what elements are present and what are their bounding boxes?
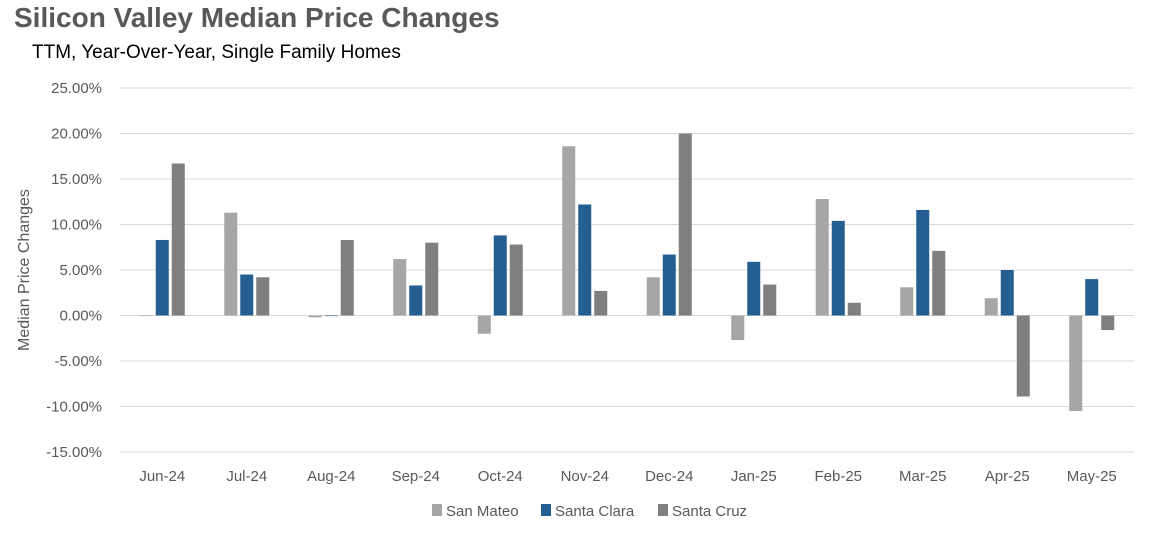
y-tick-label: 5.00% bbox=[59, 262, 102, 279]
x-tick-label: Nov-24 bbox=[561, 468, 609, 485]
bar-santa-clara bbox=[1000, 270, 1014, 316]
bar-santa-cruz bbox=[171, 163, 185, 316]
bar-san-mateo bbox=[308, 315, 322, 318]
bar-santa-cruz bbox=[594, 290, 608, 316]
bar-santa-cruz bbox=[847, 302, 861, 316]
bar-santa-cruz bbox=[425, 242, 439, 316]
y-tick-label: -15.00% bbox=[46, 444, 102, 461]
x-tick-label: Aug-24 bbox=[307, 468, 355, 485]
bar-san-mateo bbox=[477, 315, 491, 334]
legend-swatch bbox=[432, 504, 442, 516]
bar-san-mateo bbox=[393, 259, 407, 316]
legend: San Mateo Santa Clara Santa Cruz bbox=[432, 503, 747, 520]
bar-santa-cruz bbox=[763, 284, 777, 316]
legend-label: Santa Cruz bbox=[672, 503, 747, 520]
y-tick-label: 20.00% bbox=[51, 126, 102, 143]
bar-san-mateo bbox=[900, 287, 914, 316]
bar-santa-cruz bbox=[256, 277, 270, 316]
bar-san-mateo bbox=[224, 212, 238, 316]
bar-san-mateo bbox=[731, 315, 745, 341]
x-tick-label: Sep-24 bbox=[392, 468, 440, 485]
legend-swatch bbox=[658, 504, 668, 516]
bars-group bbox=[139, 133, 1115, 412]
legend-label: Santa Clara bbox=[555, 503, 635, 520]
bar-santa-cruz bbox=[1101, 315, 1115, 331]
bar-santa-clara bbox=[916, 209, 930, 316]
bar-san-mateo bbox=[984, 298, 998, 316]
x-tick-label: Mar-25 bbox=[899, 468, 947, 485]
bar-santa-cruz bbox=[932, 250, 946, 316]
bar-santa-clara bbox=[409, 285, 423, 316]
bar-santa-clara bbox=[240, 274, 254, 316]
bar-san-mateo bbox=[139, 315, 153, 317]
bar-santa-clara bbox=[155, 239, 169, 316]
y-axis-label: Median Price Changes bbox=[16, 189, 33, 351]
y-tick-label: 15.00% bbox=[51, 171, 102, 188]
y-tick-label: -10.00% bbox=[46, 399, 102, 416]
bar-san-mateo bbox=[562, 146, 576, 316]
bar-santa-clara bbox=[493, 235, 507, 316]
bar-santa-clara bbox=[1085, 279, 1099, 316]
x-tick-label: Oct-24 bbox=[478, 468, 523, 485]
legend-swatch bbox=[541, 504, 551, 516]
bar-san-mateo bbox=[815, 199, 829, 316]
x-tick-label: Jan-25 bbox=[731, 468, 777, 485]
x-tick-labels: Jun-24 Jul-24 Aug-24 Sep-24 Oct-24 Nov-24 Dec-… bbox=[139, 468, 1116, 485]
x-tick-label: Jun-24 bbox=[139, 468, 185, 485]
bar-santa-cruz bbox=[509, 244, 523, 316]
legend-label: San Mateo bbox=[446, 503, 519, 520]
bar-santa-cruz bbox=[678, 133, 692, 316]
x-tick-label: Feb-25 bbox=[814, 468, 862, 485]
bar-santa-cruz bbox=[340, 239, 354, 316]
bar-santa-clara bbox=[662, 254, 676, 316]
bar-santa-clara bbox=[578, 204, 592, 316]
bar-santa-clara bbox=[747, 261, 761, 316]
bar-santa-clara bbox=[324, 315, 338, 317]
bar-san-mateo bbox=[1069, 315, 1083, 412]
y-tick-labels: 25.00% 20.00% 15.00% 10.00% 5.00% 0.00% -5.00%… bbox=[46, 80, 102, 461]
y-tick-label: 10.00% bbox=[51, 217, 102, 234]
bar-san-mateo bbox=[646, 277, 660, 316]
x-tick-label: Apr-25 bbox=[985, 468, 1030, 485]
gridlines bbox=[120, 87, 1134, 453]
y-tick-label: 25.00% bbox=[51, 80, 102, 97]
x-tick-label: May-25 bbox=[1067, 468, 1117, 485]
y-tick-label: 0.00% bbox=[59, 308, 102, 325]
bar-santa-clara bbox=[831, 220, 845, 316]
bar-santa-cruz bbox=[1016, 315, 1030, 397]
y-tick-label: -5.00% bbox=[54, 353, 102, 370]
chart-title: Silicon Valley Median Price Changes bbox=[14, 2, 500, 33]
x-tick-label: Jul-24 bbox=[226, 468, 267, 485]
x-tick-label: Dec-24 bbox=[645, 468, 693, 485]
chart-subtitle: TTM, Year-Over-Year, Single Family Homes bbox=[32, 42, 401, 63]
